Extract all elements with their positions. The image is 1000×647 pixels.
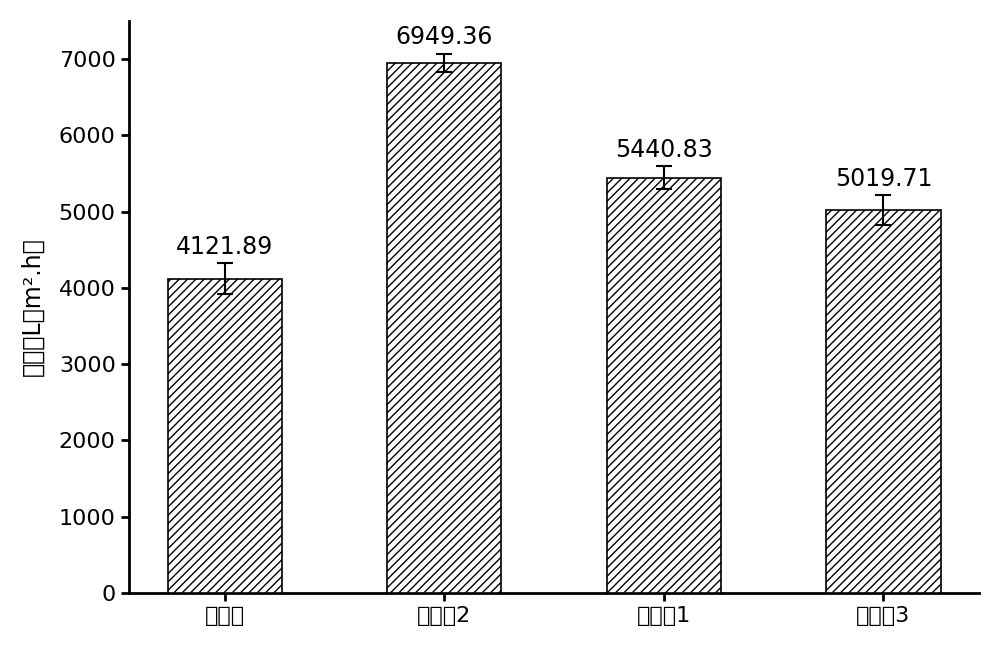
Bar [826, 210, 941, 593]
Text: 5019.71: 5019.71 [835, 166, 932, 191]
Bar [168, 278, 282, 593]
Text: 5440.83: 5440.83 [615, 138, 713, 162]
Bar [607, 178, 721, 593]
Y-axis label: 水通量L（m².h）: 水通量L（m².h） [21, 237, 45, 377]
Bar [387, 63, 501, 593]
Text: 6949.36: 6949.36 [396, 25, 493, 49]
Text: 4121.89: 4121.89 [176, 235, 273, 259]
